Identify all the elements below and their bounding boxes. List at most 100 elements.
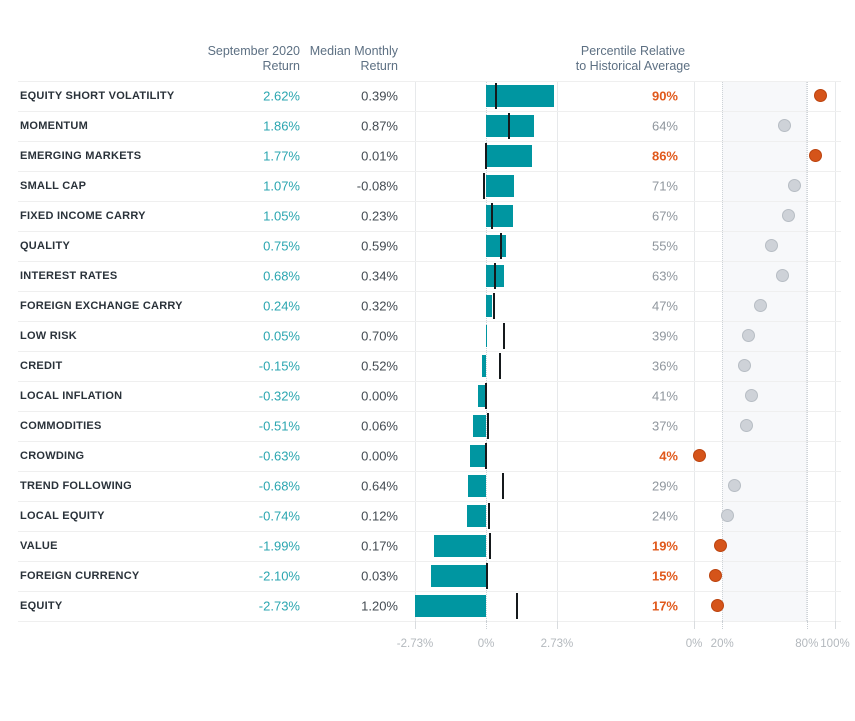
september-return-value: 0.68% [263,268,300,284]
bar-axis-tick [486,621,487,629]
table-row: CREDIT -0.15% 0.52% 36% [0,351,855,381]
table-row: VALUE -1.99% 0.17% 19% [0,531,855,561]
factor-label: EQUITY [20,600,63,612]
factor-label: EQUITY SHORT VOLATILITY [20,90,175,102]
median-return-value: 0.70% [361,328,398,344]
bar-axis-label: 2.73% [540,638,574,650]
row-separator [18,141,841,142]
percentile-dot [814,89,828,102]
row-separator [18,81,841,82]
percentile-dot [708,569,722,582]
return-bar [486,235,506,257]
factor-label: LOW RISK [20,330,77,342]
factor-label: QUALITY [20,240,71,252]
factor-label: TREND FOLLOWING [20,480,132,492]
september-return-value: 1.86% [263,118,300,134]
median-marker [495,83,498,109]
percentile-value: 37% [651,418,678,434]
percentile-value: 4% [659,448,678,464]
row-separator [18,591,841,592]
dot-axis-tick [806,621,808,629]
median-marker [482,173,485,199]
median-return-value: 0.01% [361,148,398,164]
percentile-dot [738,359,752,372]
percentile-value: 47% [651,298,678,314]
percentile-dot [711,599,725,612]
september-return-value: -0.15% [258,358,300,374]
row-separator [18,561,841,562]
median-marker [485,563,488,589]
column-header-september-return: September 2020 Return [207,44,300,73]
percentile-value: 63% [651,268,678,284]
september-return-value: 1.05% [263,208,300,224]
factor-label: SMALL CAP [20,180,87,192]
return-bar [415,595,486,617]
september-return-value: -2.10% [258,568,300,584]
september-return-value: -1.99% [258,538,300,554]
row-separator [18,231,841,232]
median-marker [500,233,503,259]
median-return-value: 0.59% [361,238,398,254]
factor-label: LOCAL INFLATION [20,390,123,402]
percentile-value: 86% [651,148,678,164]
percentile-dot [787,179,801,192]
percentile-value: 90% [651,88,678,104]
row-separator [18,531,841,532]
row-separator [18,111,841,112]
september-return-value: -0.63% [258,448,300,464]
percentile-dot [753,299,767,312]
return-bar [469,445,486,467]
table-row: FIXED INCOME CARRY 1.05% 0.23% 67% [0,201,855,231]
median-marker [490,203,493,229]
median-return-value: 0.03% [361,568,398,584]
percentile-dot [693,449,707,462]
factor-label: COMMODITIES [20,420,102,432]
return-bar [466,505,486,527]
september-return-value: 0.75% [263,238,300,254]
dot-axis-label: 80% [795,638,819,650]
factor-label: CREDIT [20,360,63,372]
median-marker [489,533,492,559]
median-return-value: 0.32% [361,298,398,314]
table-row: TREND FOLLOWING -0.68% 0.64% 29% [0,471,855,501]
median-return-value: 0.34% [361,268,398,284]
percentile-value: 67% [651,208,678,224]
median-marker [516,593,519,619]
dot-axis-label: 100% [820,638,850,650]
column-header-median-monthly-return: Median Monthly Return [309,44,398,73]
september-return-value: -0.51% [258,418,300,434]
table-row: FOREIGN EXCHANGE CARRY 0.24% 0.32% 47% [0,291,855,321]
median-return-value: 0.00% [361,448,398,464]
median-return-value: 1.20% [361,598,398,614]
table-row: LOW RISK 0.05% 0.70% 39% [0,321,855,351]
percentile-value: 36% [651,358,678,374]
return-bar [486,175,514,197]
bar-axis-label: -2.73% [396,638,434,650]
return-bar [477,385,486,407]
factor-label: FIXED INCOME CARRY [20,210,146,222]
september-return-value: -0.74% [258,508,300,524]
factor-label: FOREIGN CURRENCY [20,570,140,582]
dot-axis-tick [722,621,724,629]
percentile-value: 19% [651,538,678,554]
dot-axis-label: 20% [710,638,734,650]
table-row: QUALITY 0.75% 0.59% 55% [0,231,855,261]
percentile-value: 24% [651,508,678,524]
median-return-value: 0.39% [361,88,398,104]
bar-axis-label: 0% [477,638,495,650]
row-separator [18,381,841,382]
factor-label: FOREIGN EXCHANGE CARRY [20,300,183,312]
median-return-value: 0.00% [361,388,398,404]
return-bar [482,355,486,377]
table-row: INTEREST RATES 0.68% 0.34% 63% [0,261,855,291]
median-marker [488,503,491,529]
return-bar [434,535,486,557]
return-bar [486,325,488,347]
row-separator [18,501,841,502]
percentile-dot [728,479,742,492]
median-marker [493,293,496,319]
factor-label: MOMENTUM [20,120,88,132]
row-separator [18,321,841,322]
factor-label: EMERGING MARKETS [20,150,142,162]
